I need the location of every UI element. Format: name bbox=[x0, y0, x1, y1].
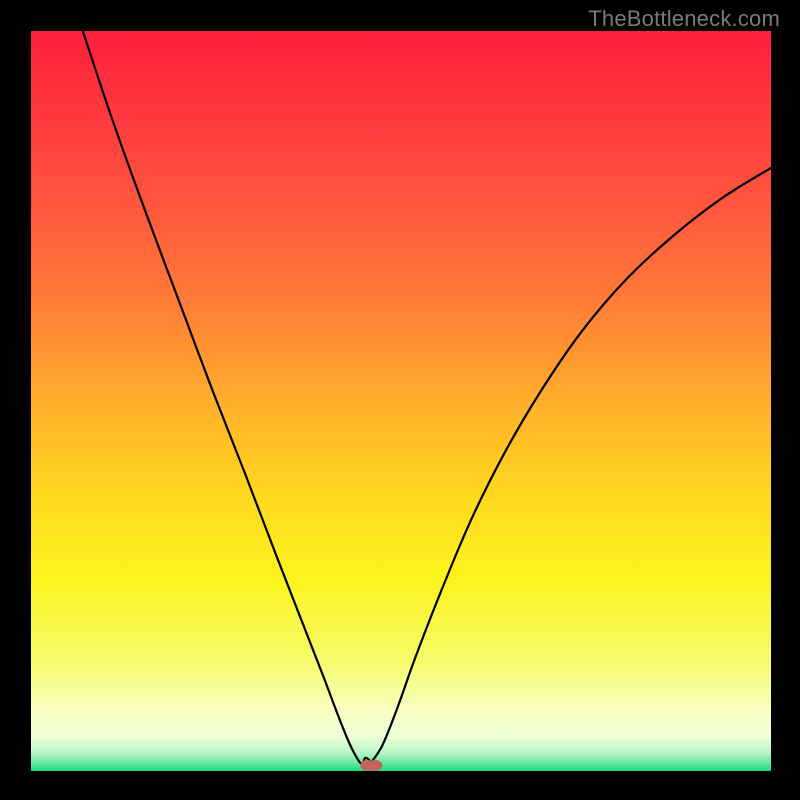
curve-left-branch bbox=[83, 31, 372, 764]
curve-right-branch bbox=[371, 168, 771, 762]
curve-layer bbox=[0, 0, 800, 800]
minimum-marker bbox=[360, 760, 382, 770]
watermark-text: TheBottleneck.com bbox=[588, 6, 780, 32]
chart-container: TheBottleneck.com bbox=[0, 0, 800, 800]
